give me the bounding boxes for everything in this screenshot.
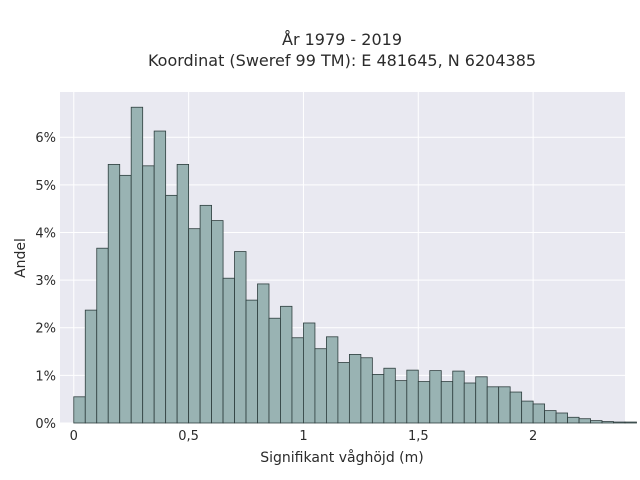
histogram-bar (360, 357, 373, 424)
histogram-bar (532, 403, 546, 424)
histogram-bar (291, 337, 304, 424)
histogram-bar (463, 382, 477, 424)
histogram-bar (107, 163, 121, 424)
chart-title-line-1: År 1979 - 2019 (282, 30, 402, 49)
histogram-bar (142, 165, 155, 424)
histogram-bar (613, 421, 626, 424)
x-axis-ticks: 0 0,5 1 1,5 2 (70, 429, 538, 444)
histogram-bar (406, 369, 419, 424)
x-tick-label: 1,5 (408, 429, 429, 444)
histogram-bar (96, 247, 109, 424)
histogram-bar (165, 194, 178, 424)
histogram-bar (303, 322, 316, 424)
histogram-bar (498, 386, 511, 424)
histogram-bar (280, 305, 293, 424)
histogram-bar (417, 381, 431, 424)
histogram-bar (555, 412, 568, 424)
histogram-bar (119, 174, 132, 424)
histogram-bar (452, 370, 465, 424)
histogram-bar (176, 163, 190, 424)
x-tick-label: 2 (529, 429, 537, 444)
y-tick-label: 0% (35, 417, 56, 432)
histogram-bar (521, 400, 534, 424)
histogram-bar (371, 374, 385, 424)
histogram-bar (84, 309, 98, 424)
y-tick-label: 3% (35, 274, 56, 289)
histogram-bar (199, 204, 212, 424)
chart-title-line-2: Koordinat (Sweref 99 TM): E 481645, N 62… (148, 51, 536, 70)
y-tick-label: 4% (35, 226, 56, 241)
histogram-bar (188, 228, 201, 424)
histogram-bar (429, 370, 442, 424)
y-tick-label: 1% (35, 369, 56, 384)
histogram-bar (348, 354, 362, 424)
histogram-bar (326, 336, 339, 424)
bars (73, 106, 637, 424)
histogram-bar (211, 220, 224, 424)
histogram-bar (624, 421, 637, 424)
histogram-bar (222, 277, 235, 424)
histogram-bar (544, 410, 557, 424)
histogram-bar (394, 380, 408, 424)
histogram-bar (440, 381, 454, 424)
histogram-bar (130, 106, 144, 424)
histogram-bar (234, 251, 247, 424)
histogram-bar (486, 386, 500, 424)
histogram-bar (509, 391, 523, 424)
histogram-bar (578, 418, 591, 424)
histogram-bar (475, 376, 488, 424)
histogram-bar (268, 317, 281, 424)
histogram-bar (245, 299, 258, 424)
x-tick-label: 1 (299, 429, 307, 444)
histogram-bar (73, 396, 86, 424)
histogram-bar (601, 421, 614, 424)
y-axis-title: Andel (13, 238, 29, 278)
y-tick-label: 2% (35, 322, 56, 337)
x-axis-title: Signifikant våghöjd (m) (260, 449, 423, 466)
y-tick-label: 6% (35, 131, 56, 146)
histogram-bar (567, 416, 580, 424)
histogram-bar (314, 348, 327, 424)
histogram-bar (383, 367, 396, 424)
histogram-bar (337, 362, 350, 424)
y-tick-label: 5% (35, 179, 56, 194)
histogram-bar (153, 130, 167, 424)
histogram-bar (590, 420, 603, 424)
y-axis-ticks: 0% 1% 2% 3% 4% 5% 6% (35, 131, 56, 432)
x-tick-label: 0,5 (178, 429, 199, 444)
x-tick-label: 0 (70, 429, 78, 444)
histogram-bar (257, 283, 270, 424)
